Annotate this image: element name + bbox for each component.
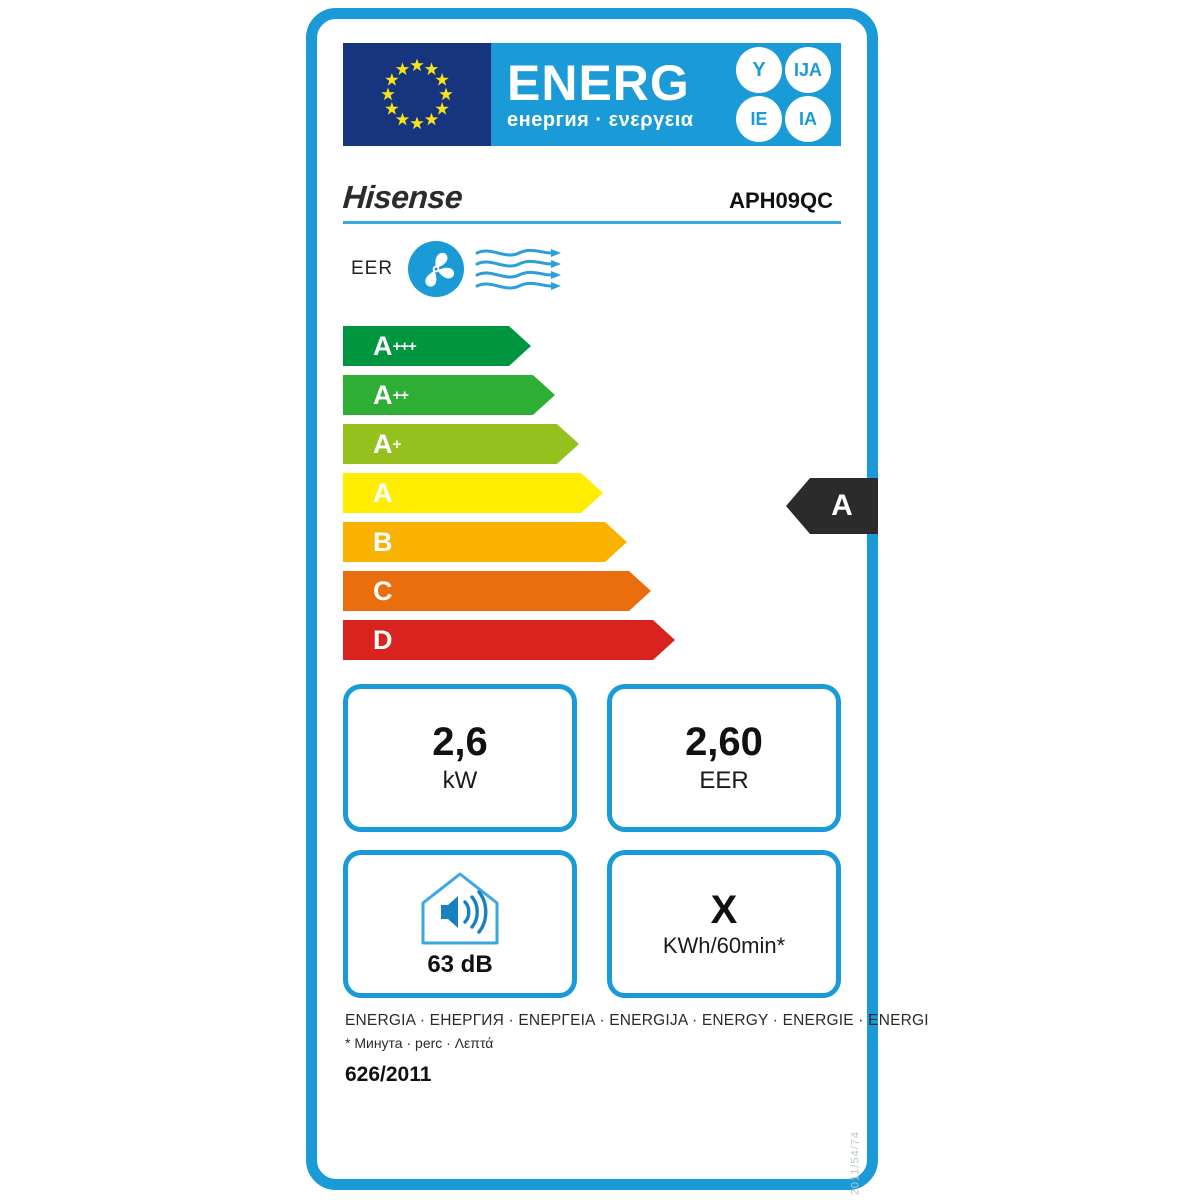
airflow-icon: [473, 243, 565, 295]
class-label: A: [373, 477, 393, 508]
eer-box: 2,60 EER: [607, 684, 841, 832]
eer-unit: EER: [699, 767, 749, 794]
energy-language-circles: Y IJA IE IA: [736, 47, 831, 142]
noise-box: 63 dB: [343, 850, 577, 998]
house-speaker-icon: [417, 869, 503, 949]
circle-ija: IJA: [785, 47, 831, 93]
cooling-capacity-unit: kW: [442, 767, 478, 794]
cooling-capacity-value: 2,6: [432, 720, 488, 764]
class-sup: +: [392, 435, 401, 453]
footer-languages: ENERGIA · ЕНЕРГИЯ · ΕΝΕΡΓΕΙΑ · ENERGIJA …: [345, 1012, 929, 1029]
class-label: B: [373, 526, 393, 557]
scale-row-a-plus-plus: A ++: [343, 375, 841, 415]
scale-row-a: A: [343, 473, 841, 513]
brand-model-section: Hisense APH09QC: [341, 162, 841, 224]
class-sup: +++: [392, 337, 416, 355]
label-header: ENERG енергия · ενεργεια Y IJA IE IA: [343, 43, 841, 146]
scale-row-a-plus: A +: [343, 424, 841, 464]
class-label: A: [373, 379, 393, 410]
metric-icon-row: EER: [343, 234, 841, 304]
cooling-capacity-box: 2,6 kW: [343, 684, 577, 832]
eer-label: EER: [351, 258, 394, 279]
eer-value: 2,60: [685, 720, 763, 764]
selected-class-label: A: [831, 489, 853, 522]
eu-stars: [381, 58, 453, 130]
class-label: A: [373, 428, 393, 459]
energy-consumption-box: X KWh/60min*: [607, 850, 841, 998]
eu-flag-icon: [343, 43, 491, 146]
circle-y: Y: [736, 47, 782, 93]
energ-word: ENERG: [507, 54, 690, 111]
footer-footnote: * Минута · perc · Λεπτά: [345, 1035, 494, 1051]
class-label: C: [373, 575, 393, 606]
class-sup: ++: [392, 386, 409, 404]
energy-consumption-unit: KWh/60min*: [662, 933, 786, 958]
energy-consumption-value: X: [710, 888, 738, 932]
scale-row-b: B: [343, 522, 841, 562]
brand-divider: [343, 221, 841, 224]
model-number: APH09QC: [729, 188, 833, 213]
energ-banner: ENERG енергия · ενεργεια Y IJA IE IA: [491, 43, 841, 146]
noise-value: 63 dB: [427, 951, 493, 978]
circle-ie: IE: [736, 96, 782, 142]
scale-row-c: C: [343, 571, 841, 611]
scale-row-a-plus-plus-plus: A +++: [343, 326, 841, 366]
class-label: A: [373, 330, 393, 361]
label-footer: ENERGIA · ЕНЕРГИЯ · ΕΝΕΡΓΕΙΑ · ENERGIJA …: [343, 1012, 929, 1087]
side-reference-code: 2011/54/74: [849, 1131, 861, 1196]
fan-icon: [407, 240, 465, 298]
regulation-number: 626/2011: [345, 1063, 432, 1086]
scale-row-d: D: [343, 620, 841, 660]
circle-ia: IA: [785, 96, 831, 142]
brand-name: Hisense: [341, 179, 464, 215]
eu-energy-label: ENERG енергия · ενεργεια Y IJA IE IA His…: [306, 8, 929, 1195]
class-label: D: [373, 624, 393, 655]
energ-word-translations: енергия · ενεργεια: [507, 108, 694, 131]
energy-class-scale: A +++ A ++ A + A: [343, 326, 878, 666]
value-boxes: 2,6 kW 2,60 EER: [343, 684, 841, 998]
